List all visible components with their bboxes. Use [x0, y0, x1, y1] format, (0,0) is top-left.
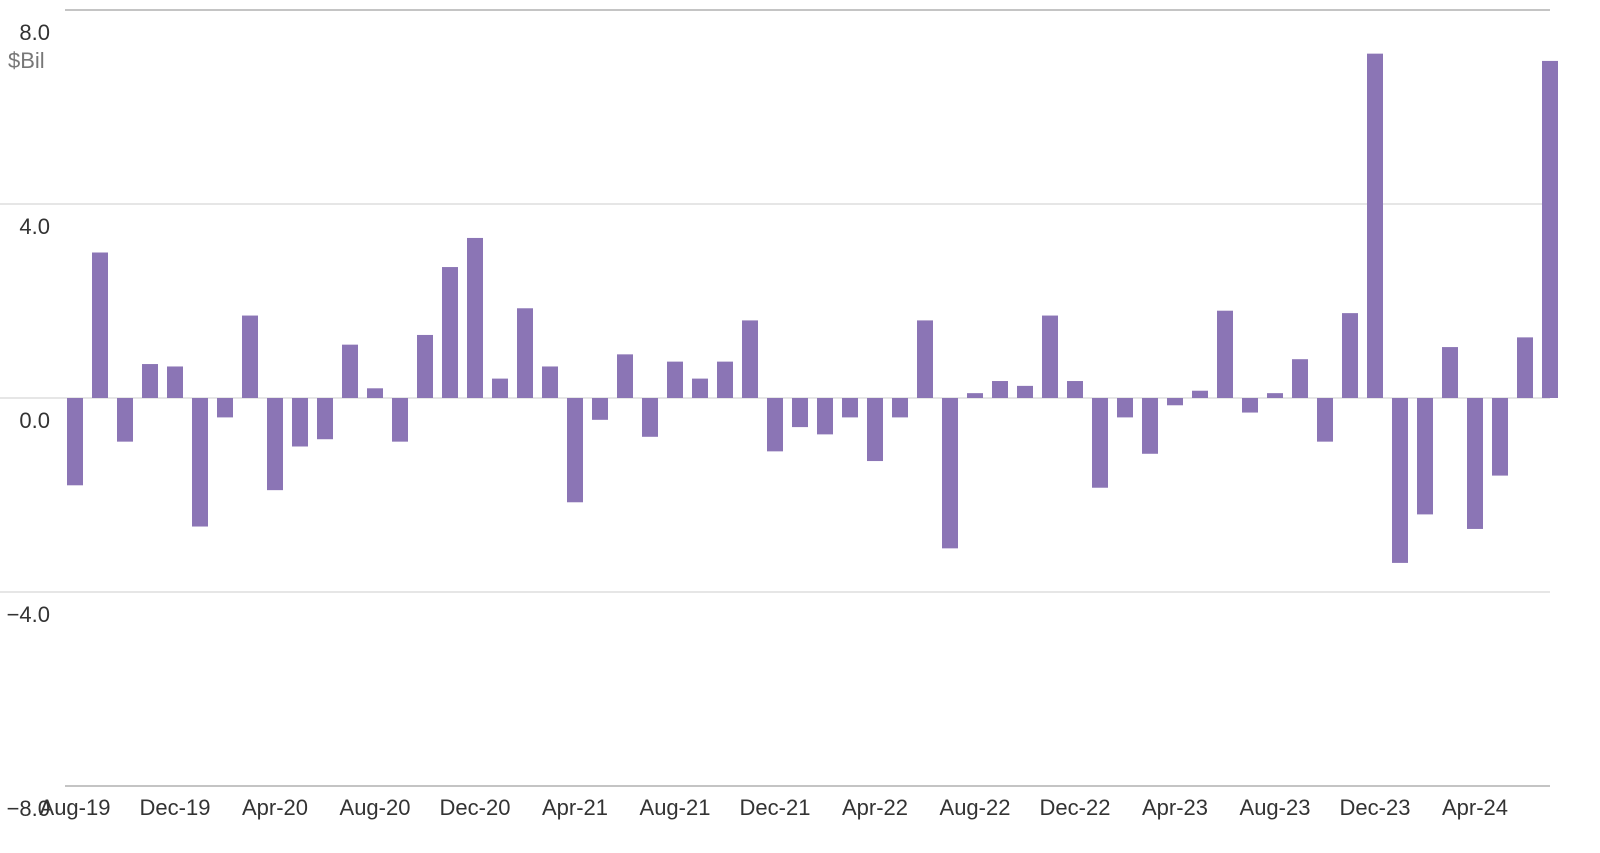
x-tick-label: Dec-20	[440, 795, 511, 820]
bar	[1292, 359, 1308, 398]
bar	[1342, 313, 1358, 398]
bar	[1467, 398, 1483, 529]
x-tick-label: Dec-19	[140, 795, 211, 820]
bar	[1517, 337, 1533, 398]
bar	[92, 252, 108, 398]
bar	[992, 381, 1008, 398]
bar	[967, 393, 983, 398]
x-tick-label: Aug-23	[1240, 795, 1311, 820]
bar	[617, 354, 633, 398]
bar	[1067, 381, 1083, 398]
bar	[267, 398, 283, 491]
bar	[942, 398, 958, 549]
bar	[242, 315, 258, 398]
bar	[142, 364, 158, 398]
bar	[1042, 315, 1058, 398]
bar	[542, 366, 558, 398]
bar	[417, 334, 433, 398]
bar	[1167, 398, 1183, 406]
bar	[1392, 398, 1408, 563]
bar	[442, 267, 458, 398]
bar	[842, 398, 858, 418]
x-tick-label: Apr-20	[242, 795, 308, 820]
bar	[1367, 53, 1383, 399]
y-tick-label: 4.0	[19, 214, 50, 239]
bar	[917, 320, 933, 398]
bar	[667, 361, 683, 398]
x-tick-label: Dec-23	[1340, 795, 1411, 820]
bar	[117, 398, 133, 442]
x-tick-label: Apr-21	[542, 795, 608, 820]
x-tick-label: Aug-21	[640, 795, 711, 820]
bar	[217, 398, 233, 418]
bar	[367, 388, 383, 398]
bar	[492, 378, 508, 398]
bar	[1492, 398, 1508, 476]
bar	[292, 398, 308, 447]
bar	[467, 237, 483, 398]
bar	[317, 398, 333, 440]
x-tick-label: Apr-22	[842, 795, 908, 820]
bar	[1217, 310, 1233, 398]
bar	[817, 398, 833, 435]
bar	[742, 320, 758, 398]
bar	[717, 361, 733, 398]
x-tick-label: Dec-22	[1040, 795, 1111, 820]
bar	[1142, 398, 1158, 454]
bar	[1017, 385, 1033, 398]
bar	[392, 398, 408, 442]
bar	[1117, 398, 1133, 418]
bar	[167, 366, 183, 398]
bar	[867, 398, 883, 462]
y-tick-label: 8.0	[19, 20, 50, 45]
x-tick-label: Aug-20	[340, 795, 411, 820]
bar	[1242, 398, 1258, 413]
y-tick-label: 0.0	[19, 408, 50, 433]
bar	[792, 398, 808, 428]
bar	[592, 398, 608, 420]
bar	[1417, 398, 1433, 515]
y-tick-label: −8.0	[7, 796, 50, 821]
x-tick-label: Aug-19	[40, 795, 111, 820]
bar	[1092, 398, 1108, 488]
x-tick-label: Apr-24	[1442, 795, 1508, 820]
x-tick-label: Aug-22	[940, 795, 1011, 820]
bar	[1267, 393, 1283, 398]
bar	[767, 398, 783, 452]
bar	[1192, 390, 1208, 398]
y-tick-label: −4.0	[7, 602, 50, 627]
y-unit: $Bil	[8, 48, 45, 73]
bar	[692, 378, 708, 398]
bar	[1442, 347, 1458, 398]
bar	[192, 398, 208, 527]
bar	[642, 398, 658, 437]
x-tick-label: Apr-23	[1142, 795, 1208, 820]
bar	[67, 398, 83, 486]
bar	[892, 398, 908, 418]
bar	[567, 398, 583, 503]
bar	[517, 308, 533, 398]
x-tick-label: Dec-21	[740, 795, 811, 820]
bar	[342, 344, 358, 398]
bar	[1317, 398, 1333, 442]
bar	[1542, 60, 1558, 399]
